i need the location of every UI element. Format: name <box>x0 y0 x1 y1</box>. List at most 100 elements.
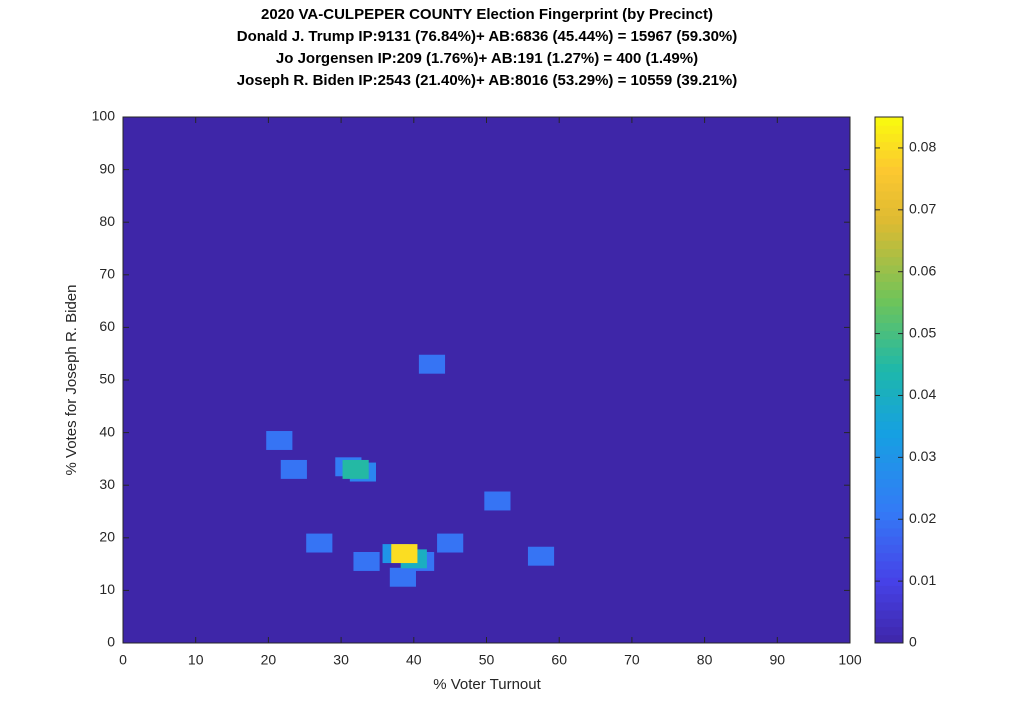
colorbar-step <box>875 610 903 619</box>
colorbar-step <box>875 527 903 537</box>
y-tick-label: 60 <box>99 318 115 334</box>
y-tick-label: 20 <box>99 529 115 545</box>
colorbar-step <box>875 478 903 488</box>
colorbar-step <box>875 117 903 126</box>
colorbar-step <box>875 314 903 323</box>
colorbar-step <box>875 552 903 562</box>
colorbar-step <box>875 445 903 455</box>
y-axis-label: % Votes for Joseph R. Biden <box>63 285 80 476</box>
y-tick-label: 40 <box>99 423 115 439</box>
colorbar-step <box>875 404 903 414</box>
colorbar-step <box>875 297 903 307</box>
colorbar-step <box>875 380 903 389</box>
x-tick-label: 20 <box>261 652 277 668</box>
colorbar-step <box>875 125 903 134</box>
colorbar-step <box>875 618 903 628</box>
colorbar-step <box>875 232 903 241</box>
heatmap-cell <box>484 491 511 511</box>
colorbar-step <box>875 626 903 636</box>
colorbar-step <box>875 215 903 225</box>
heatmap-cell <box>527 546 555 566</box>
heatmap-cell <box>280 459 307 479</box>
chart-title: Joseph R. Biden IP:2543 (21.40%)+ AB:801… <box>237 72 738 89</box>
colorbar-step <box>875 223 903 233</box>
x-tick-label: 90 <box>770 652 786 668</box>
colorbar-step <box>875 355 903 365</box>
colorbar-step <box>875 462 903 471</box>
colorbar-step <box>875 199 903 208</box>
colorbar-step <box>875 207 903 217</box>
heatmap-cell <box>266 431 293 450</box>
colorbar-step <box>875 149 903 159</box>
colorbar-step <box>875 256 903 266</box>
colorbar-step <box>875 593 903 603</box>
colorbar-step <box>875 347 903 356</box>
colorbar-step <box>875 190 903 200</box>
x-tick-label: 40 <box>406 652 422 668</box>
colorbar-step <box>875 421 903 430</box>
colorbar-step <box>875 330 903 340</box>
colorbar-step <box>875 453 903 463</box>
colorbar-step <box>875 388 903 397</box>
colorbar-step <box>875 569 903 578</box>
colorbar-step <box>875 412 903 422</box>
colorbar-tick-label: 0.07 <box>909 201 936 217</box>
x-tick-label: 80 <box>697 652 713 668</box>
colorbar-tick-label: 0.08 <box>909 139 936 155</box>
y-tick-label: 80 <box>99 213 115 229</box>
colorbar-step <box>875 248 903 258</box>
heatmap-cell <box>389 567 416 587</box>
colorbar-step <box>875 470 903 480</box>
colorbar-step <box>875 536 903 545</box>
colorbar-step <box>875 322 903 332</box>
colorbar-step <box>875 544 903 554</box>
colorbar-tick-label: 0.03 <box>909 448 936 464</box>
colorbar-tick-label: 0 <box>909 634 917 650</box>
colorbar-step <box>875 306 903 315</box>
x-tick-label: 60 <box>551 652 567 668</box>
colorbar-tick-label: 0.04 <box>909 386 936 402</box>
colorbar-step <box>875 577 903 586</box>
x-tick-label: 100 <box>838 652 862 668</box>
colorbar-tick-label: 0.06 <box>909 262 936 278</box>
colorbar-step <box>875 240 903 249</box>
colorbar-step <box>875 371 903 381</box>
colorbar-step <box>875 503 903 512</box>
y-tick-label: 30 <box>99 476 115 492</box>
x-tick-label: 50 <box>479 652 495 668</box>
colorbar-step <box>875 158 903 167</box>
y-tick-label: 70 <box>99 266 115 282</box>
colorbar-tick-label: 0.01 <box>909 572 936 588</box>
y-tick-label: 10 <box>99 581 115 597</box>
colorbar-step <box>875 634 903 644</box>
x-tick-label: 30 <box>333 652 349 668</box>
heatmap-cell <box>437 533 464 553</box>
colorbar: 0 0.01 0.02 0.03 0.04 0.05 0.06 0.07 0.08 <box>874 116 936 650</box>
colorbar-step <box>875 486 903 496</box>
colorbar-step <box>875 363 903 373</box>
heatmap-cell <box>306 533 333 553</box>
colorbar-box <box>874 116 904 644</box>
colorbar-step <box>875 141 903 151</box>
heatmap-cell <box>418 354 446 374</box>
colorbar-step <box>875 585 903 595</box>
colorbar-step <box>875 133 903 143</box>
heatmap-cell <box>342 459 369 479</box>
colorbar-step <box>875 273 903 282</box>
x-tick-label: 10 <box>188 652 204 668</box>
x-tick-label: 0 <box>119 652 127 668</box>
heatmap-cell <box>391 544 418 564</box>
x-tick-label: 70 <box>624 652 640 668</box>
colorbar-step <box>875 560 903 570</box>
colorbar-step <box>875 601 903 611</box>
colorbar-step <box>875 495 903 504</box>
colorbar-step <box>875 338 903 348</box>
x-axis-label: % Voter Turnout <box>433 676 541 693</box>
colorbar-step <box>875 519 903 529</box>
colorbar-tick-label: 0.02 <box>909 510 936 526</box>
colorbar-tick-label: 0.05 <box>909 324 936 340</box>
plot-area: 0 10 20 30 40 50 60 70 80 90 100 0 10 20 30 40 50 60 70 80 9… <box>92 108 862 668</box>
colorbar-step <box>875 166 903 176</box>
colorbar-step <box>875 281 903 291</box>
